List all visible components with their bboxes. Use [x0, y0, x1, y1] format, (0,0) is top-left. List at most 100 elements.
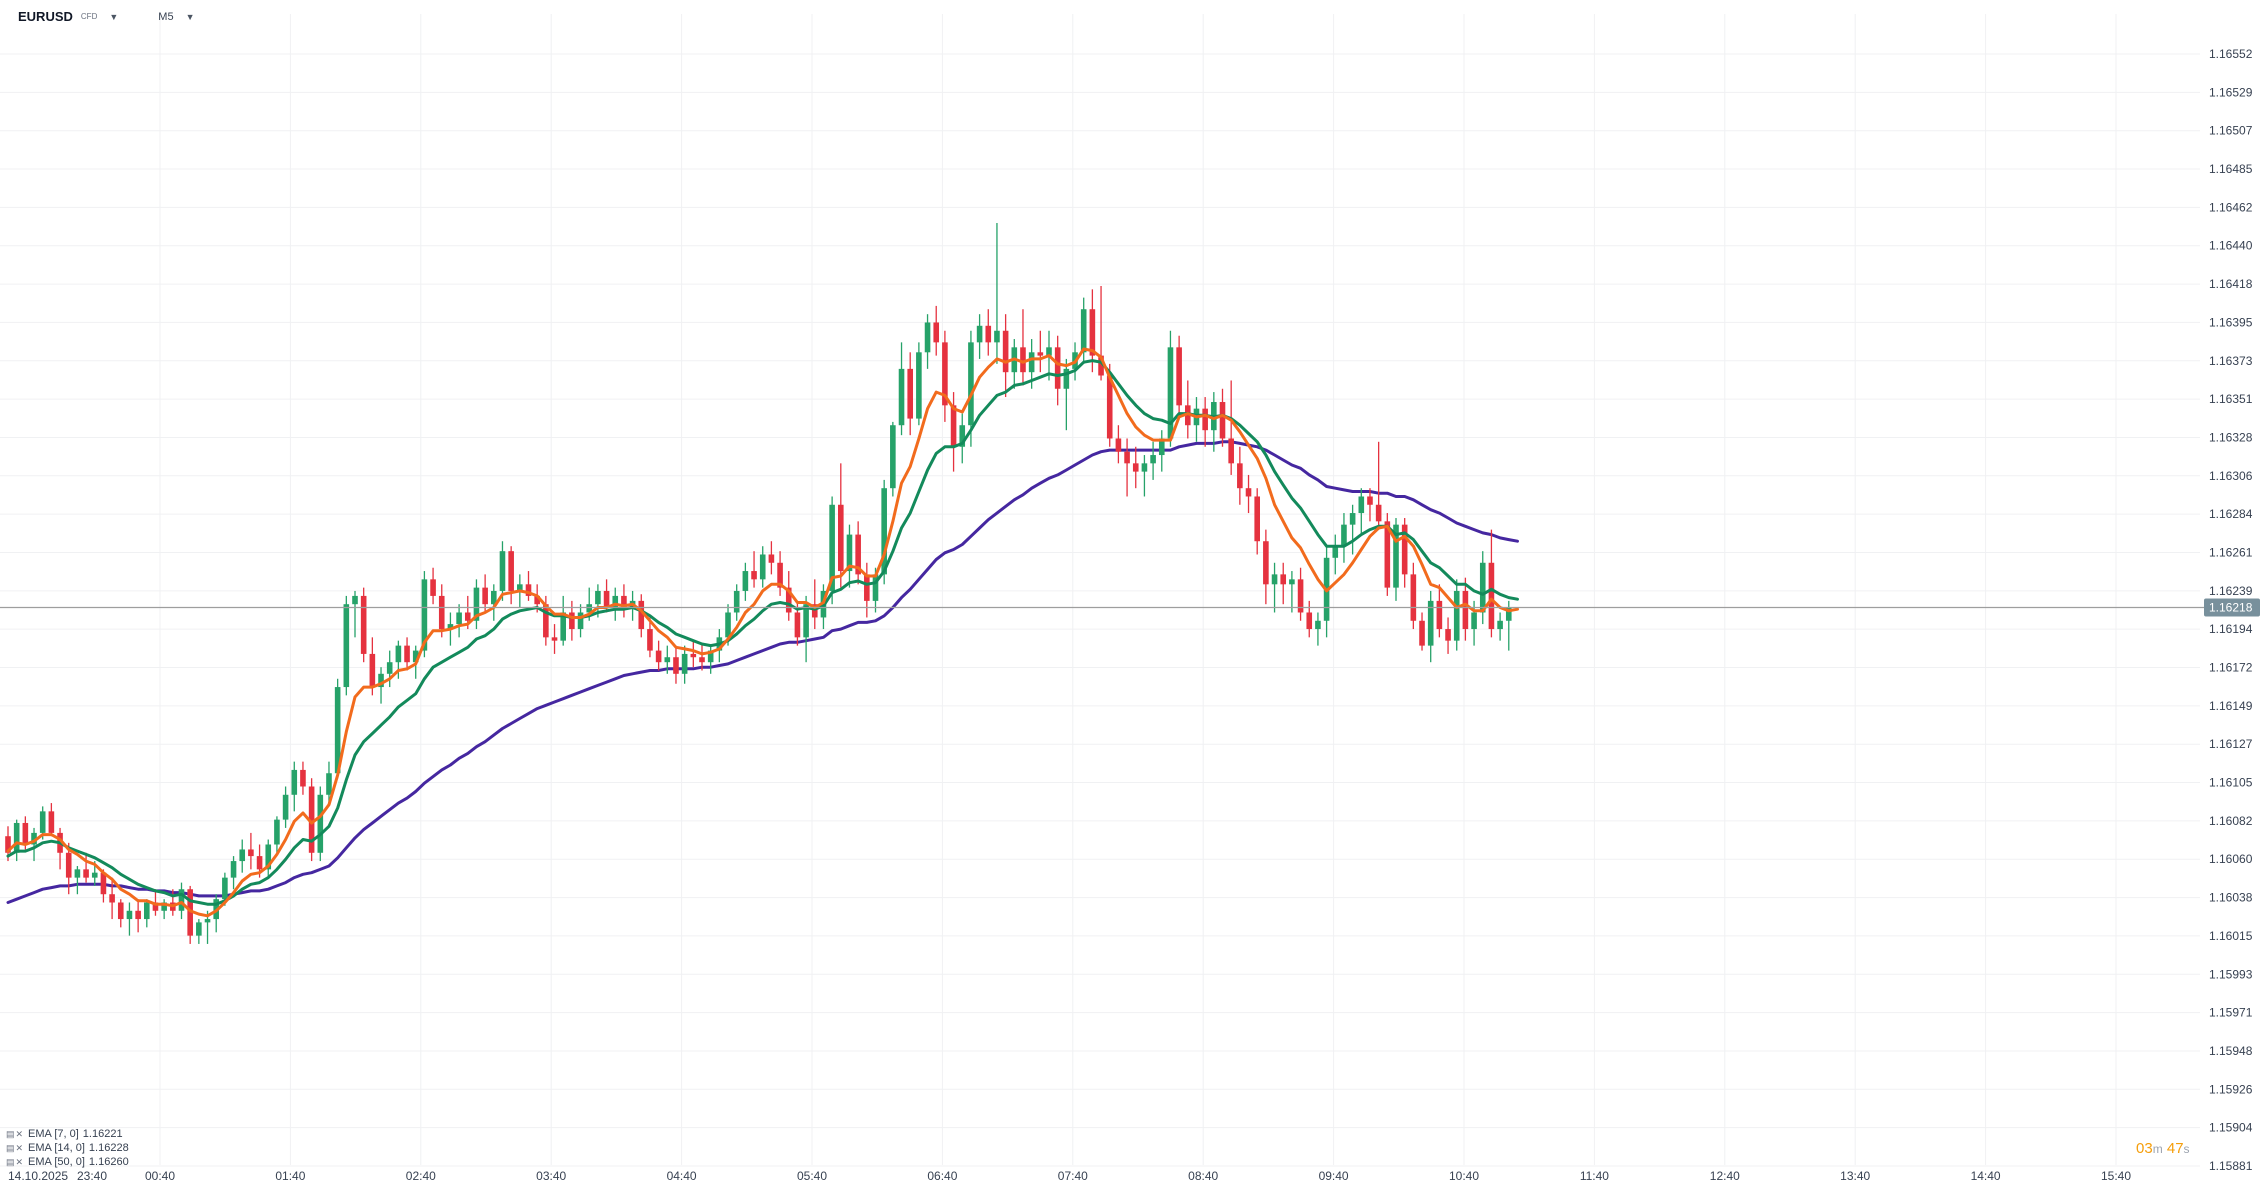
candle[interactable] [161, 899, 167, 920]
candle[interactable] [1219, 388, 1226, 447]
candle[interactable] [343, 595, 350, 696]
candle[interactable] [1462, 577, 1469, 641]
candle[interactable] [742, 562, 749, 601]
candle[interactable] [647, 617, 653, 658]
candle[interactable] [1185, 380, 1191, 439]
candle[interactable] [1193, 397, 1200, 442]
candle[interactable] [1115, 425, 1122, 464]
candle[interactable] [976, 314, 983, 359]
candle[interactable] [1280, 562, 1287, 605]
candle[interactable] [1497, 612, 1503, 641]
price-axis[interactable]: 1.16552 1.16529 1.16507 1.16485 1.16462 1.164… [2209, 47, 2253, 1173]
candle[interactable] [785, 571, 792, 621]
candle[interactable] [1479, 551, 1486, 625]
candle[interactable] [924, 314, 931, 369]
candle[interactable] [48, 803, 55, 837]
candle[interactable] [248, 832, 254, 870]
candle[interactable] [1410, 562, 1417, 630]
candle[interactable] [551, 624, 558, 654]
candle[interactable] [438, 584, 445, 638]
candle[interactable] [499, 541, 506, 601]
candle[interactable] [699, 643, 705, 671]
candle[interactable] [187, 885, 193, 944]
indicator-settings-icon[interactable]: ▤✕ [6, 1129, 25, 1139]
legend-row-ema7[interactable]: ▤✕ EMA [7, 0] 1.16221 [6, 1127, 129, 1141]
candle[interactable] [1271, 562, 1278, 613]
candle[interactable] [282, 786, 289, 828]
symbol-label[interactable]: EURUSD [18, 9, 73, 24]
candle[interactable] [352, 590, 358, 638]
candle[interactable] [1089, 289, 1096, 373]
candle[interactable] [655, 640, 662, 671]
candle[interactable] [942, 330, 948, 422]
candle[interactable] [274, 816, 280, 853]
candle[interactable] [811, 579, 818, 630]
candle[interactable] [1341, 513, 1347, 563]
candle[interactable] [152, 889, 159, 916]
candle[interactable] [846, 524, 853, 588]
candle[interactable] [1488, 529, 1495, 638]
candle[interactable] [1349, 504, 1356, 555]
candle[interactable] [74, 866, 81, 895]
candle[interactable] [1002, 314, 1009, 398]
candle[interactable] [83, 852, 89, 883]
candle[interactable] [890, 421, 896, 497]
candle[interactable] [707, 645, 714, 674]
time-axis[interactable]: 23:40 00:40 01:40 02:40 03:40 04:40 05:40 06:40… [8, 1169, 2131, 1183]
candle[interactable] [13, 819, 20, 862]
candle[interactable] [1401, 518, 1408, 588]
candle[interactable] [1375, 441, 1382, 530]
candle[interactable] [1315, 612, 1321, 646]
candle[interactable] [126, 902, 133, 936]
candle[interactable] [1237, 446, 1243, 505]
candle[interactable] [1020, 309, 1026, 386]
candle[interactable] [577, 604, 584, 638]
candle[interactable] [1098, 286, 1104, 381]
legend-row-ema14[interactable]: ▤✕ EMA [14, 0] 1.16228 [6, 1141, 129, 1155]
candle[interactable] [1419, 612, 1425, 651]
candle[interactable] [855, 521, 861, 585]
candle[interactable] [759, 546, 766, 588]
candle[interactable] [1263, 529, 1269, 605]
candle[interactable] [1037, 330, 1044, 373]
candle[interactable] [560, 595, 566, 646]
indicator-settings-icon[interactable]: ▤✕ [6, 1157, 25, 1167]
candle[interactable] [1471, 600, 1477, 646]
candle[interactable] [1176, 335, 1182, 414]
legend-row-ema50[interactable]: ▤✕ EMA [50, 0] 1.16260 [6, 1155, 129, 1169]
candle[interactable] [1054, 335, 1061, 406]
candle[interactable] [829, 496, 835, 605]
indicator-settings-icon[interactable]: ▤✕ [6, 1143, 25, 1153]
candle[interactable] [898, 342, 905, 436]
candle[interactable] [1158, 430, 1165, 472]
candle[interactable] [1141, 455, 1148, 497]
candle[interactable] [473, 579, 480, 630]
candle[interactable] [404, 637, 410, 671]
candle[interactable] [638, 594, 645, 638]
candle[interactable] [621, 584, 627, 618]
candle[interactable] [768, 541, 775, 575]
candle[interactable] [386, 650, 393, 688]
candle[interactable] [864, 562, 870, 618]
candle[interactable] [1150, 441, 1156, 480]
candle[interactable] [950, 392, 957, 472]
candle[interactable] [1505, 600, 1512, 651]
candle[interactable] [430, 567, 436, 605]
candle[interactable] [1167, 330, 1174, 447]
candle[interactable] [803, 595, 809, 663]
candle[interactable] [291, 761, 298, 812]
timeframe-dropdown-chevron-icon[interactable]: ▼ [185, 11, 195, 22]
candle[interactable] [1080, 297, 1087, 364]
candle[interactable] [1124, 438, 1130, 497]
candle[interactable] [838, 463, 844, 588]
candle[interactable] [144, 899, 150, 928]
candle[interactable] [569, 600, 575, 641]
candle[interactable] [673, 645, 679, 684]
candle[interactable] [334, 678, 341, 779]
candle[interactable] [1436, 584, 1443, 638]
candle[interactable] [109, 877, 115, 920]
candle[interactable] [1063, 358, 1070, 431]
candle[interactable] [1453, 579, 1460, 651]
candle[interactable] [196, 919, 202, 944]
candle[interactable] [664, 645, 671, 674]
